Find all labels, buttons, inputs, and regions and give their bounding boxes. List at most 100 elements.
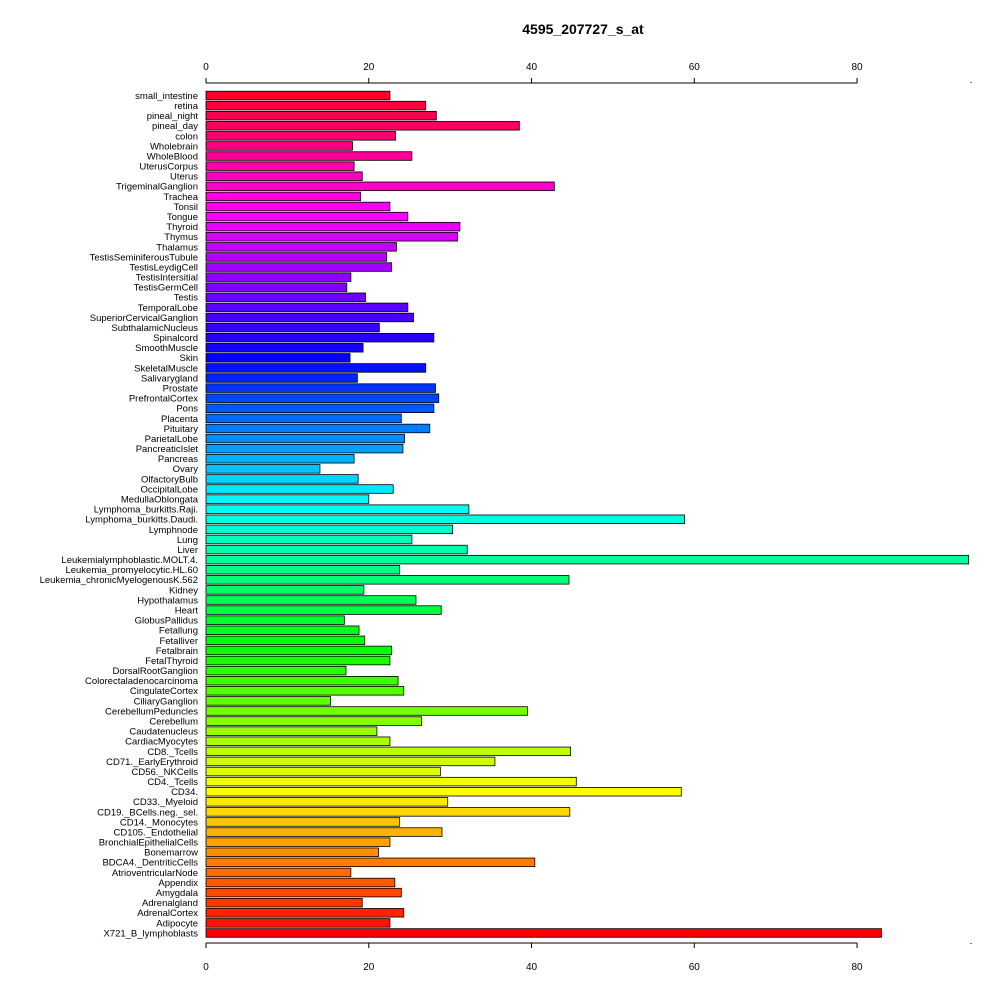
category-label: Amygdala [156, 888, 199, 899]
bar [205, 898, 363, 908]
category-label: Fetalliver [159, 636, 198, 647]
category-label: CardiacMyocytes [125, 737, 198, 748]
category-label: Thalamus [156, 242, 198, 253]
category-label: Adipocyte [156, 918, 198, 929]
category-label: Kidney [169, 585, 198, 596]
bar [205, 797, 449, 807]
bar [205, 302, 409, 313]
bar [205, 484, 394, 494]
category-label: WholeBlood [147, 151, 198, 162]
bar [205, 181, 555, 192]
category-label: X721_B_lymphoblasts [103, 928, 198, 939]
category-label: Lymphoma_burkitts.Daudi. [85, 515, 198, 526]
bar [205, 686, 405, 696]
bar [205, 544, 468, 555]
category-label: pineal_night [147, 111, 199, 122]
category-label: ParietalLobe [145, 434, 198, 445]
bar [205, 363, 427, 373]
category-label: small_intestine [135, 91, 198, 102]
category-label: Fetalbrain [156, 646, 198, 657]
bar [205, 776, 577, 787]
bar [205, 665, 347, 676]
category-label: DorsalRootGanglion [112, 666, 198, 677]
bars-group [205, 90, 969, 938]
category-label: Salivarygland [141, 373, 198, 384]
category-label: CD71._EarlyErythroid [106, 757, 198, 768]
bar [205, 474, 359, 484]
category-label: Tonsil [174, 202, 198, 213]
category-label: pineal_day [152, 121, 198, 132]
bar [205, 807, 571, 817]
bar [205, 928, 882, 938]
category-label: SkeletalMuscle [134, 363, 198, 374]
category-label: Prostate [163, 384, 198, 395]
category-label: TrigeminalGanglion [116, 182, 198, 193]
category-label: MedullaOblongata [121, 495, 199, 506]
category-label: Spinalcord [153, 333, 198, 344]
category-label: TestisLeydigCell [129, 262, 198, 273]
bar [205, 534, 413, 545]
bar [205, 332, 435, 343]
bar [205, 151, 413, 161]
category-label: OccipitalLobe [140, 484, 198, 495]
category-label: BronchialEpithelialCells [99, 838, 199, 849]
category-label: PrefrontalCortex [129, 394, 198, 405]
category-label: retina [174, 101, 198, 112]
category-label: Testis [174, 293, 199, 304]
category-label: Trachea [164, 192, 199, 203]
bar [205, 615, 345, 625]
bar [205, 100, 427, 111]
category-label: CiliaryGanglion [134, 696, 198, 707]
bar [205, 292, 366, 303]
bar [205, 312, 414, 323]
bar [205, 272, 352, 282]
category-label: Hypothalamus [137, 595, 198, 606]
category-label: Appendix [158, 878, 198, 889]
bar [205, 121, 520, 131]
category-label: Caudatenucleus [129, 727, 198, 738]
category-label: Colorectaladenocarcinoma [85, 676, 199, 687]
bar [205, 696, 331, 706]
bar [205, 887, 402, 898]
category-label: CD14._Monocytes [120, 817, 198, 828]
bar [205, 766, 441, 777]
bar [205, 443, 404, 454]
category-label: SubthalamicNucleus [111, 323, 198, 334]
category-label: Pituitary [164, 424, 199, 435]
category-label: CD105._Endothelial [113, 827, 198, 838]
top-x-axis: 0 20 40 60 80 [203, 62, 972, 84]
bar [205, 847, 379, 857]
bar [205, 110, 437, 121]
top-x-tick-label: 60 [689, 62, 701, 73]
bottom-x-axis: 0 20 40 60 80 [203, 942, 972, 973]
category-label: FetalThyroid [145, 656, 198, 667]
category-label: Lymphnode [149, 525, 198, 536]
bar [205, 716, 423, 726]
category-label: Pancreas [158, 454, 198, 465]
category-label: Placenta [161, 414, 199, 425]
bar [205, 524, 453, 535]
bar [205, 383, 436, 393]
bar [205, 373, 358, 383]
category-label: Leukemialymphoblastic.MOLT.4. [61, 555, 198, 566]
bar [205, 211, 409, 222]
category-label: CerebellumPeduncles [105, 706, 198, 717]
category-label: SmoothMuscle [135, 343, 198, 354]
bar [205, 242, 397, 252]
bar [205, 857, 536, 868]
category-label: Adrenalgland [142, 898, 198, 909]
category-label: TestisGermCell [134, 283, 198, 294]
category-label: SuperiorCervicalGanglion [90, 313, 198, 324]
bar [205, 413, 402, 424]
chart-title: 4595_207727_s_at [522, 21, 644, 37]
bar [205, 655, 391, 666]
bar [205, 645, 392, 656]
category-label: CD56._NKCells [131, 767, 198, 778]
bar [205, 343, 364, 353]
bar [205, 282, 348, 292]
category-label: CD8._Tcells [147, 747, 198, 758]
category-label: Tongue [167, 212, 198, 223]
category-label: UterusCorpus [139, 162, 198, 173]
bar [205, 635, 366, 646]
